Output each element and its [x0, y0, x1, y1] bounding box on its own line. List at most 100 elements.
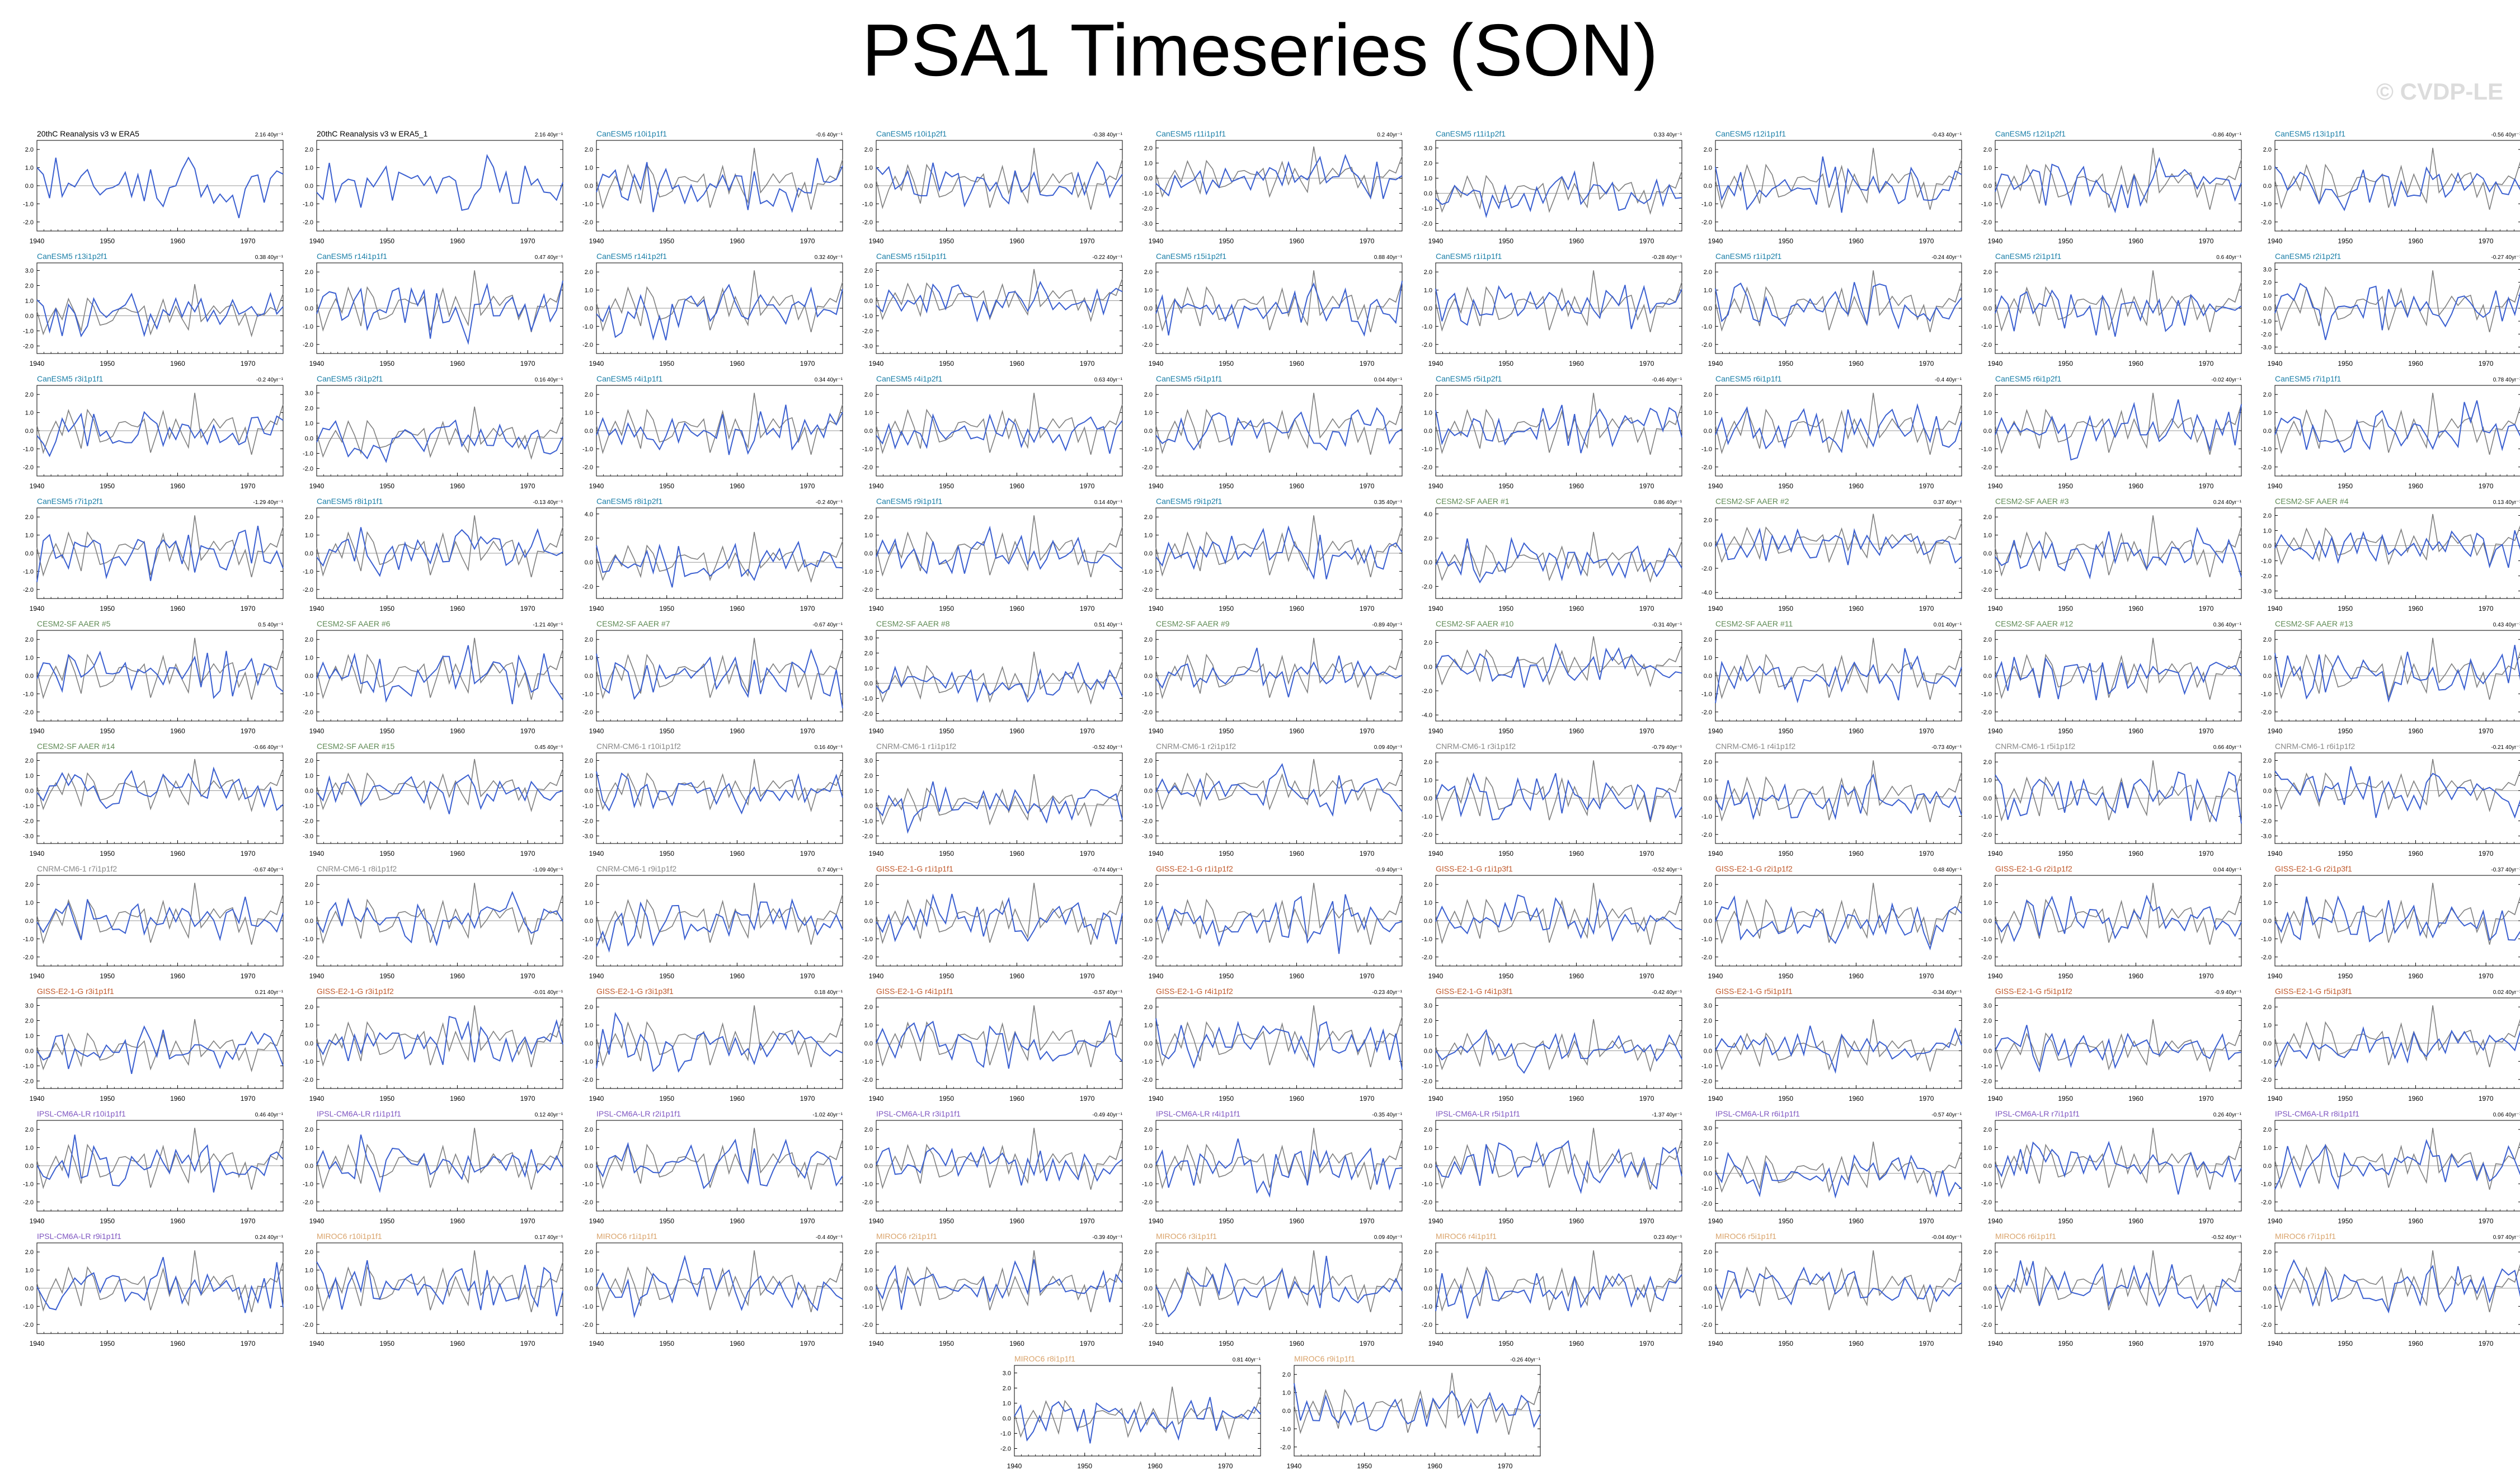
x-tick-label: 1960 [730, 482, 745, 490]
panel-trend: 0.37 40yr⁻¹ [1934, 500, 1962, 506]
x-tick-label: 1940 [30, 605, 45, 613]
observations-line [596, 883, 843, 945]
y-tick-label: 2.0 [1983, 269, 1992, 276]
y-tick-label: 0.0 [864, 550, 873, 557]
panel-trend: 0.5 40yr⁻¹ [258, 622, 283, 628]
observations-line [1155, 758, 1403, 813]
y-tick-label: 1.0 [585, 288, 593, 294]
y-tick-label: 2.0 [305, 758, 313, 765]
observations-line [1995, 393, 2242, 455]
y-tick-label: -1.0 [1422, 813, 1432, 820]
member-line [596, 771, 843, 815]
x-tick-label: 1940 [589, 972, 604, 980]
panel-title: CanESM5 r2i1p2f1 [2275, 252, 2342, 261]
y-tick-label: 0.0 [305, 550, 313, 557]
panel: CESM2-SF AAER #9 -0.89 40yr⁻¹ 2.0 1.0 0.0 -1.… [1142, 619, 1403, 735]
y-tick-label: -1.0 [303, 451, 313, 458]
y-tick-label: -3.0 [582, 833, 593, 840]
panel-trend: 0.47 40yr⁻¹ [535, 255, 563, 261]
observations-line [1435, 883, 1682, 945]
x-tick-label: 1970 [2479, 727, 2494, 735]
panel-trend: -0.2 40yr⁻¹ [256, 377, 284, 383]
y-tick-label: 0.0 [25, 673, 34, 680]
panel: CanESM5 r6i1p2f1 -0.02 40yr⁻¹ 2.0 1.0 0.0 -1.… [1981, 374, 2242, 490]
x-tick-label: 1960 [1289, 482, 1304, 490]
plot-frame [1995, 997, 2242, 1089]
y-tick-label: 2.0 [585, 147, 593, 153]
panel-trend: -0.27 40yr⁻¹ [2491, 255, 2520, 261]
panel-title: CanESM5 r4i1p1f1 [596, 374, 663, 383]
observations-line [316, 270, 563, 332]
x-tick-label: 1970 [2479, 360, 2494, 368]
y-tick-label: 1.0 [1424, 410, 1432, 417]
x-tick-label: 1940 [309, 1095, 325, 1102]
x-tick-label: 1970 [1360, 482, 1375, 490]
observations-line [1995, 760, 2242, 822]
y-tick-label: 2.0 [1704, 1018, 1712, 1025]
panel-trend: 0.01 40yr⁻¹ [1934, 622, 1962, 628]
observations-line [596, 1128, 843, 1190]
y-tick-label: 1.0 [585, 410, 593, 417]
member-line [2274, 400, 2520, 453]
member-line [876, 413, 1123, 454]
panel-trend: 0.18 40yr⁻¹ [815, 990, 843, 996]
x-tick-label: 1970 [800, 360, 815, 368]
x-tick-label: 1940 [1988, 850, 2003, 858]
y-tick-label: 1.0 [2263, 1023, 2272, 1029]
x-tick-label: 1940 [30, 482, 45, 490]
panel-trend: 0.02 40yr⁻¹ [2493, 990, 2520, 996]
x-tick-label: 1970 [520, 1095, 535, 1102]
x-tick-label: 1970 [1919, 1095, 1934, 1102]
y-tick-label: -1.0 [23, 201, 34, 208]
x-tick-label: 1940 [30, 1217, 45, 1225]
observations-line [1155, 393, 1403, 455]
y-tick-label: 0.0 [1983, 183, 1992, 190]
panel-trend: -0.13 40yr⁻¹ [533, 500, 563, 506]
x-tick-label: 1970 [520, 1217, 535, 1225]
y-tick-label: 2.0 [585, 392, 593, 398]
y-tick-label: -2.0 [1422, 954, 1432, 961]
y-tick-label: 0.0 [25, 183, 34, 190]
panel-title: IPSL-CM6A-LR r10i1p1f1 [37, 1109, 126, 1118]
member-line [1995, 526, 2242, 580]
panel-title: CanESM5 r5i1p2f1 [1436, 374, 1502, 383]
y-tick-label: 1.0 [25, 655, 34, 662]
panel-trend: 0.7 40yr⁻¹ [817, 867, 843, 873]
panel-title: CanESM5 r7i1p1f1 [2275, 374, 2342, 383]
y-tick-label: 0.0 [1424, 191, 1432, 197]
member-line [876, 525, 1123, 574]
member-line [1435, 642, 1682, 688]
y-tick-label: 2.0 [1144, 882, 1153, 888]
panel-title: CESM2-SF AAER #2 [1715, 497, 1789, 506]
y-tick-label: -2.0 [1422, 221, 1432, 228]
panel: CanESM5 r13i1p1f1 -0.56 40yr⁻¹ 2.0 1.0 0.0 -1… [2261, 129, 2520, 245]
y-tick-label: 1.0 [1983, 288, 1992, 294]
y-tick-label: -1.0 [1981, 446, 1992, 453]
x-tick-label: 1940 [2268, 850, 2283, 858]
x-tick-label: 1970 [1360, 360, 1375, 368]
x-tick-label: 1960 [2128, 972, 2143, 980]
x-tick-label: 1940 [869, 482, 884, 490]
x-tick-label: 1960 [1289, 1095, 1304, 1102]
panel: CESM2-SF AAER #11 0.01 40yr⁻¹ 2.0 1.0 0.0 -1.… [1701, 619, 1962, 735]
y-tick-label: -2.0 [1701, 1078, 1712, 1085]
y-tick-label: 1.0 [2263, 900, 2272, 907]
y-tick-label: -2.0 [1701, 219, 1712, 226]
y-tick-label: 1.0 [1983, 533, 1992, 539]
panel: CanESM5 r1i1p1f1 -0.28 40yr⁻¹ 2.0 1.0 0.0 -1.… [1422, 252, 1682, 368]
x-tick-label: 1950 [659, 360, 674, 368]
member-line [316, 419, 563, 464]
y-tick-label: 0.0 [585, 1163, 593, 1170]
x-tick-label: 1950 [1778, 482, 1793, 490]
x-tick-label: 1970 [1360, 237, 1375, 245]
y-tick-label: 2.0 [1983, 514, 1992, 521]
observations-line [316, 406, 563, 460]
y-tick-label: 1.0 [1424, 778, 1432, 784]
y-tick-label: 3.0 [1424, 145, 1432, 152]
x-tick-label: 1960 [1009, 727, 1024, 735]
x-tick-label: 1940 [869, 850, 884, 858]
y-tick-label: -3.0 [2261, 344, 2272, 351]
y-tick-label: -3.0 [2261, 588, 2272, 595]
y-tick-label: 1.0 [2263, 655, 2272, 662]
y-tick-label: -2.0 [303, 587, 313, 593]
